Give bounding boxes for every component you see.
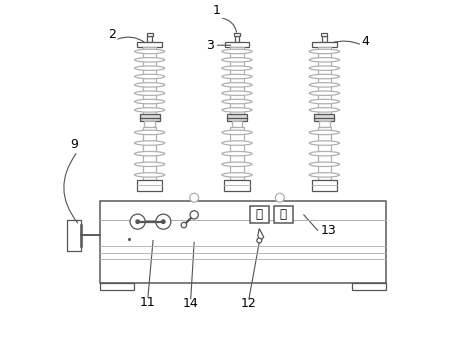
- Bar: [319, 121, 329, 127]
- Ellipse shape: [310, 99, 339, 104]
- Ellipse shape: [222, 74, 252, 79]
- Bar: [140, 114, 160, 121]
- Ellipse shape: [222, 108, 252, 112]
- Circle shape: [257, 238, 262, 243]
- Ellipse shape: [222, 57, 252, 62]
- Bar: [67, 220, 81, 251]
- Bar: [230, 127, 244, 180]
- Bar: [100, 201, 386, 283]
- Ellipse shape: [222, 151, 252, 156]
- Ellipse shape: [222, 49, 252, 54]
- Bar: [224, 180, 250, 191]
- Bar: [143, 127, 156, 180]
- Ellipse shape: [222, 130, 252, 135]
- Bar: [232, 121, 242, 127]
- Text: 1: 1: [212, 4, 220, 18]
- Ellipse shape: [310, 66, 339, 71]
- Bar: [137, 180, 163, 191]
- Text: 分: 分: [256, 208, 263, 221]
- Ellipse shape: [222, 91, 252, 95]
- Bar: [318, 127, 331, 180]
- Bar: [312, 42, 337, 47]
- Ellipse shape: [222, 99, 252, 104]
- Text: 合: 合: [280, 208, 287, 221]
- Ellipse shape: [222, 162, 252, 166]
- Ellipse shape: [222, 83, 252, 87]
- Bar: [234, 33, 240, 36]
- Circle shape: [162, 220, 165, 223]
- Polygon shape: [258, 228, 264, 242]
- Text: 4: 4: [362, 35, 369, 48]
- Bar: [143, 47, 156, 114]
- Ellipse shape: [222, 173, 252, 177]
- Text: 9: 9: [70, 138, 78, 151]
- Ellipse shape: [310, 151, 339, 156]
- Bar: [235, 36, 239, 42]
- Text: 11: 11: [140, 296, 156, 309]
- Bar: [321, 33, 328, 36]
- Text: 12: 12: [241, 298, 257, 310]
- Circle shape: [181, 222, 187, 228]
- Ellipse shape: [310, 162, 339, 166]
- Ellipse shape: [135, 74, 164, 79]
- Bar: [274, 206, 292, 223]
- Circle shape: [190, 193, 199, 202]
- Bar: [225, 42, 249, 47]
- Text: 3: 3: [206, 39, 213, 52]
- Ellipse shape: [135, 162, 164, 166]
- Bar: [230, 47, 244, 114]
- Ellipse shape: [310, 91, 339, 95]
- Ellipse shape: [135, 57, 164, 62]
- Text: 13: 13: [321, 224, 337, 237]
- Circle shape: [136, 220, 139, 223]
- Ellipse shape: [222, 141, 252, 145]
- Bar: [146, 33, 153, 36]
- Ellipse shape: [135, 91, 164, 95]
- Ellipse shape: [310, 49, 339, 54]
- Bar: [100, 283, 134, 290]
- Bar: [352, 283, 386, 290]
- Bar: [227, 114, 247, 121]
- Bar: [318, 47, 331, 114]
- Text: 14: 14: [183, 298, 199, 310]
- Ellipse shape: [135, 99, 164, 104]
- Circle shape: [156, 214, 171, 229]
- Ellipse shape: [310, 173, 339, 177]
- Ellipse shape: [135, 66, 164, 71]
- Bar: [137, 42, 162, 47]
- Bar: [250, 206, 269, 223]
- Ellipse shape: [135, 141, 164, 145]
- Ellipse shape: [310, 141, 339, 145]
- Ellipse shape: [310, 130, 339, 135]
- Ellipse shape: [135, 173, 164, 177]
- Ellipse shape: [222, 66, 252, 71]
- Bar: [145, 121, 155, 127]
- Bar: [311, 180, 337, 191]
- Ellipse shape: [310, 57, 339, 62]
- Ellipse shape: [135, 83, 164, 87]
- Bar: [147, 36, 152, 42]
- Ellipse shape: [135, 130, 164, 135]
- Ellipse shape: [135, 108, 164, 112]
- Bar: [322, 36, 327, 42]
- Circle shape: [190, 211, 198, 219]
- Ellipse shape: [135, 49, 164, 54]
- Ellipse shape: [135, 151, 164, 156]
- Bar: [314, 114, 334, 121]
- Ellipse shape: [310, 83, 339, 87]
- Circle shape: [275, 193, 284, 202]
- Text: 2: 2: [108, 29, 116, 42]
- Ellipse shape: [310, 74, 339, 79]
- Circle shape: [130, 214, 145, 229]
- Ellipse shape: [310, 108, 339, 112]
